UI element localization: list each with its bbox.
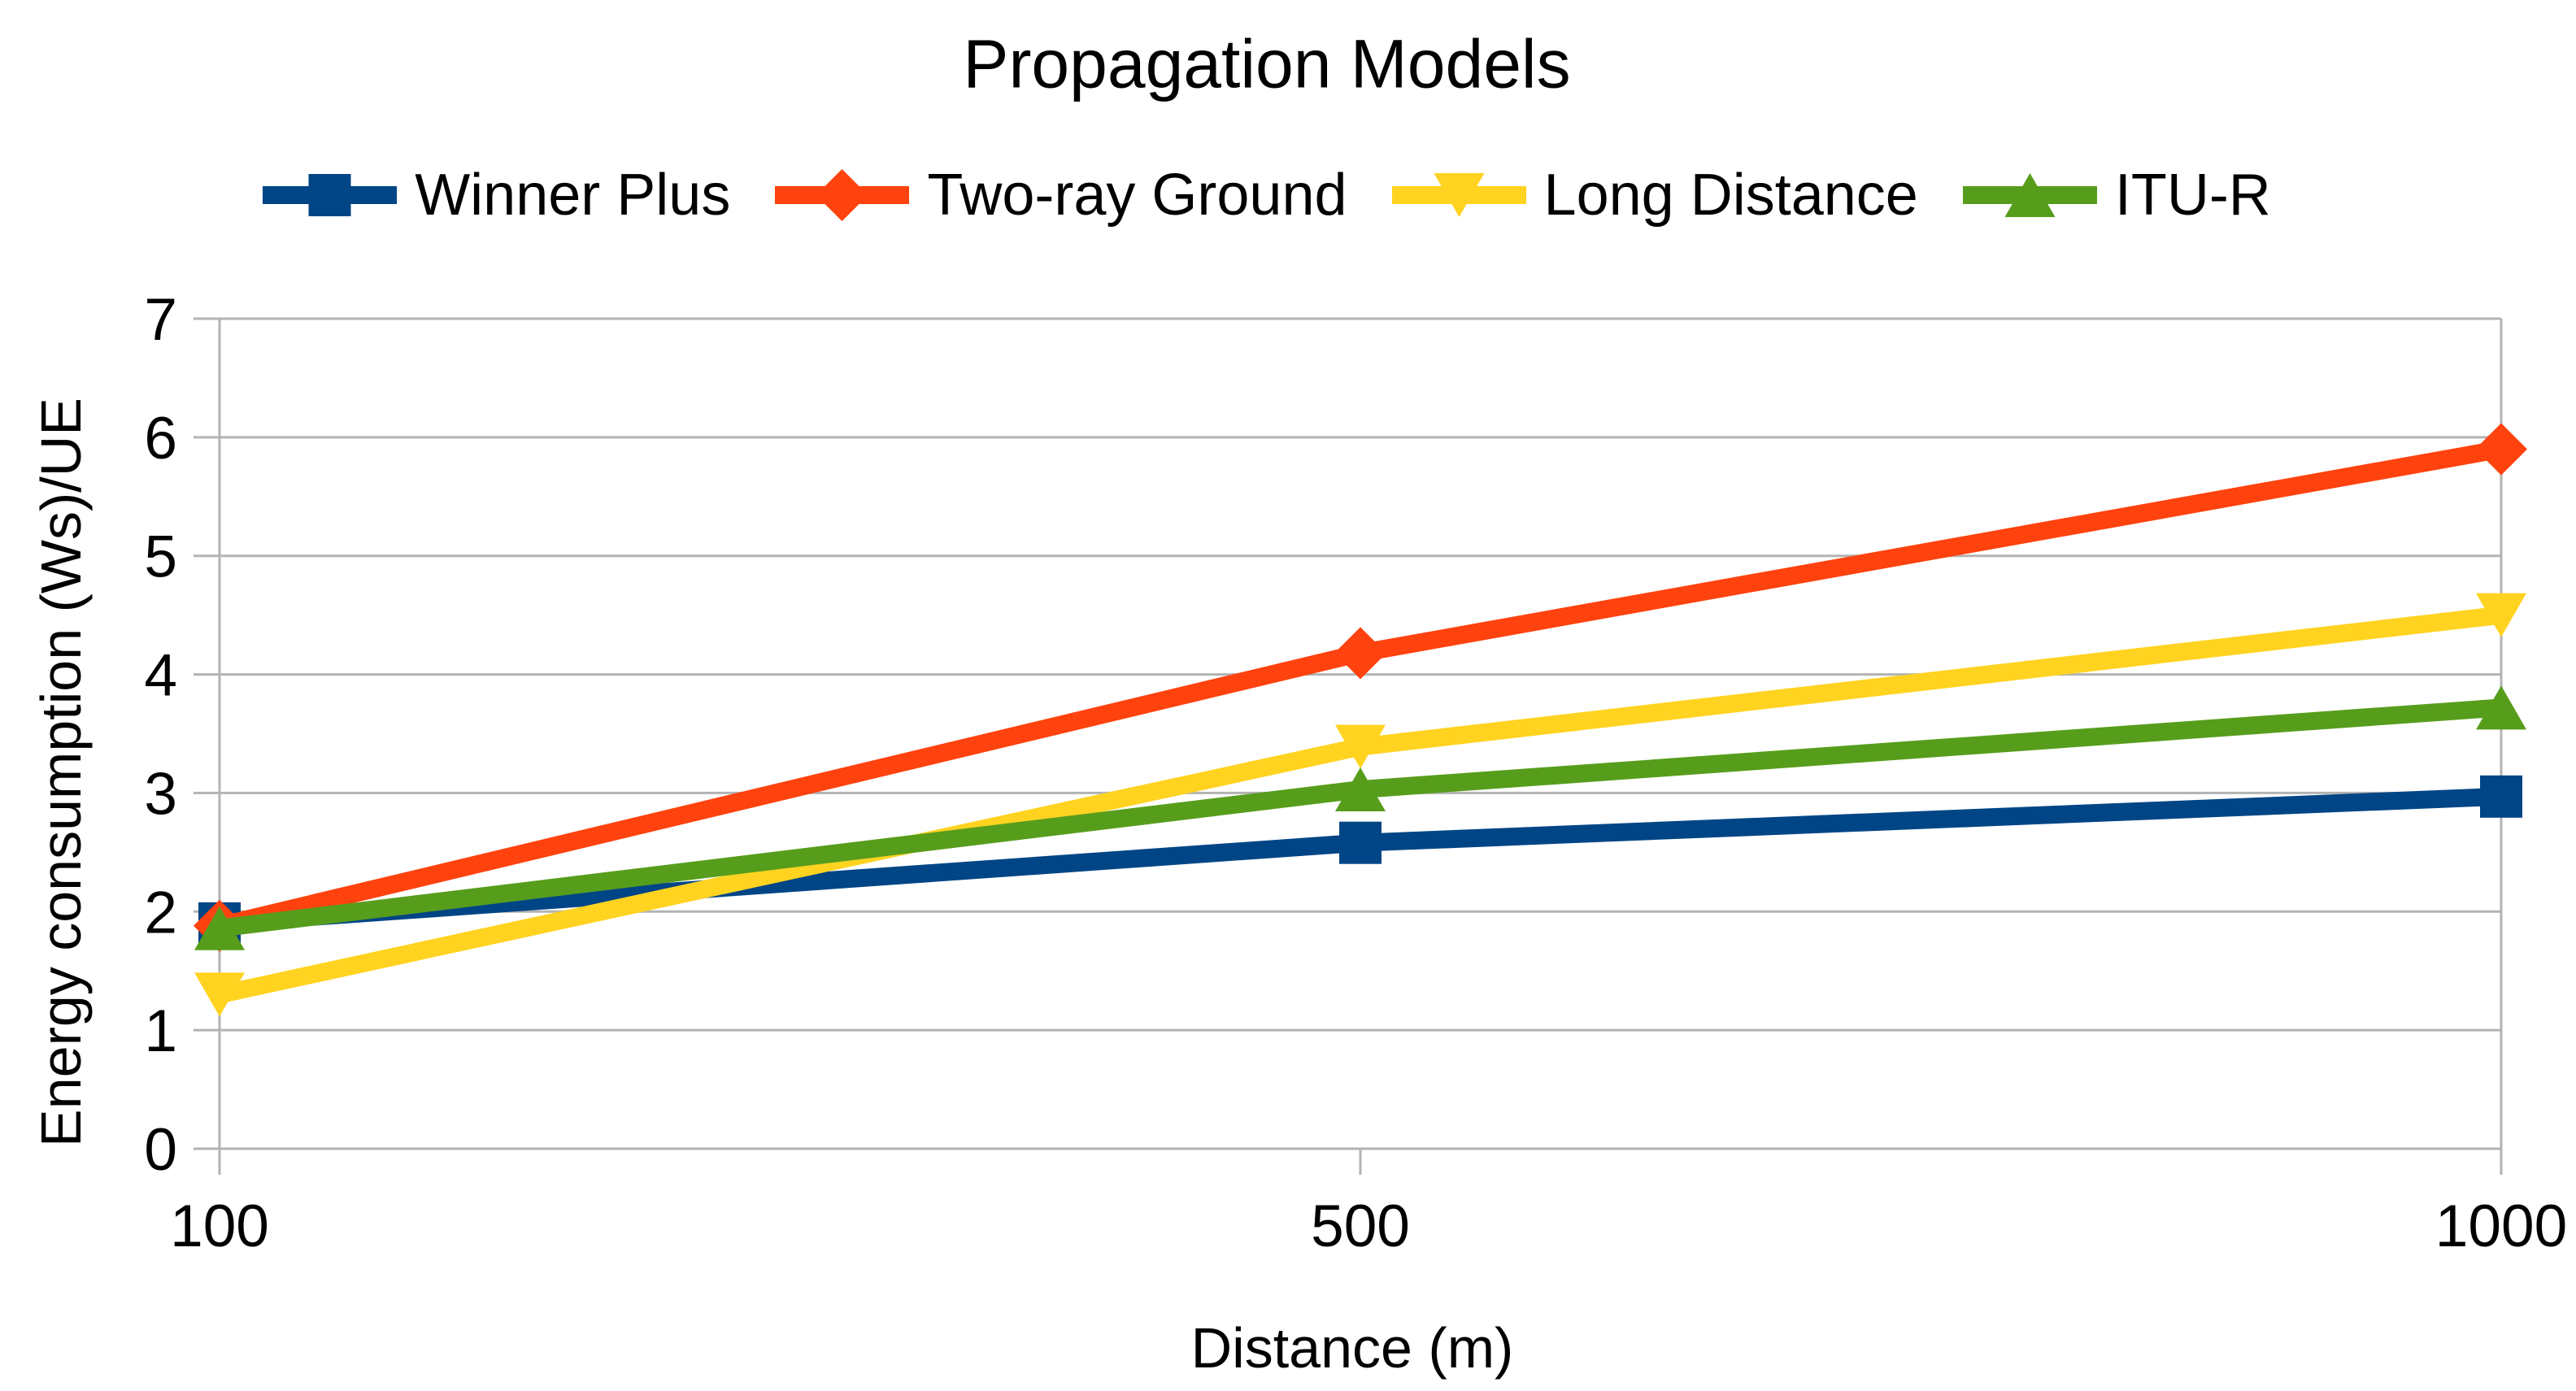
x-tick-label-1000: 1000	[2435, 1193, 2567, 1259]
data-point-long-distance-1000	[2476, 593, 2526, 637]
legend-item-itu-r: ITU-R	[1962, 159, 2271, 232]
legend-item-winner-plus: Winner Plus	[263, 159, 730, 232]
legend-item-two-ray-ground: Two-ray Ground	[775, 159, 1347, 232]
legend-label-two-ray-ground: Two-ray Ground	[927, 163, 1347, 228]
legend: Winner Plus Two-ray Ground Long Distance IT…	[0, 159, 2555, 232]
x-tick-label-500: 500	[1311, 1193, 1410, 1259]
y-tick-label-5: 5	[144, 524, 177, 590]
data-point-winner-plus-500	[1339, 821, 1382, 864]
legend-marker-diamond-icon	[775, 169, 910, 221]
data-point-long-distance-500	[1335, 724, 1386, 769]
legend-marker-long-distance	[1434, 173, 1485, 217]
y-axis-title: Energy consumption (Ws)/UE	[29, 398, 93, 1147]
series-itu-r	[194, 685, 2526, 950]
legend-label-itu-r: ITU-R	[2114, 163, 2271, 228]
data-point-long-distance-100	[194, 972, 245, 1017]
series-two-ray-ground	[194, 423, 2527, 952]
y-tick-label-4: 4	[144, 643, 177, 709]
legend-marker-itu-r	[2004, 173, 2056, 217]
series-long-distance	[194, 593, 2526, 1017]
data-point-itu-r-100	[194, 906, 245, 950]
legend-label-winner-plus: Winner Plus	[415, 163, 731, 228]
x-axis-title: Distance (m)	[1190, 1316, 1514, 1380]
y-tick-label-2: 2	[144, 880, 177, 945]
chart-title: Propagation Models	[963, 25, 1571, 102]
y-tick-label-3: 3	[144, 761, 177, 827]
data-point-itu-r-500	[1335, 767, 1386, 812]
y-tick-label-7: 7	[144, 287, 177, 353]
legend-marker-triangle-down-icon	[1391, 173, 1526, 217]
data-point-two-ray-ground-1000	[2475, 423, 2527, 476]
y-tick-label-1: 1	[144, 998, 177, 1064]
legend-marker-two-ray-ground	[816, 169, 868, 221]
legend-label-long-distance: Long Distance	[1543, 163, 1918, 228]
y-tick-label-6: 6	[144, 406, 177, 472]
data-point-itu-r-1000	[2476, 685, 2526, 730]
data-point-winner-plus-1000	[2480, 775, 2522, 818]
legend-marker-triangle-up-icon	[1962, 173, 2097, 217]
x-tick-label-100: 100	[170, 1193, 269, 1259]
legend-marker-winner-plus	[308, 174, 351, 216]
legend-marker-square-icon	[263, 174, 398, 216]
data-point-two-ray-ground-500	[1334, 627, 1386, 680]
legend-item-long-distance: Long Distance	[1391, 159, 1918, 232]
y-tick-label-0: 0	[144, 1117, 177, 1183]
